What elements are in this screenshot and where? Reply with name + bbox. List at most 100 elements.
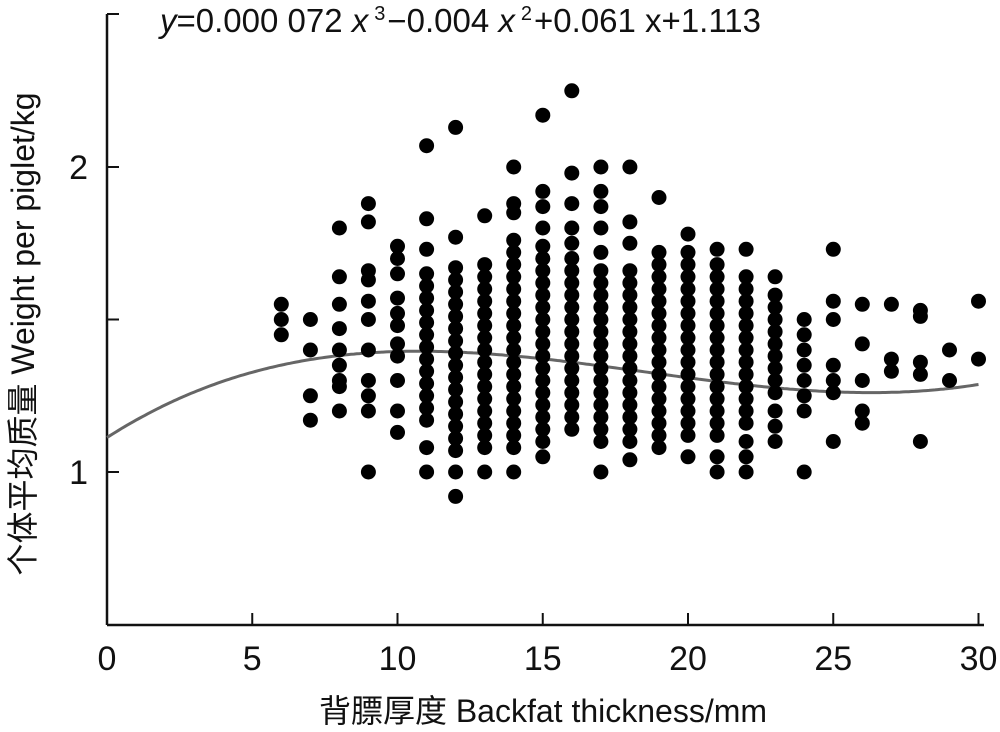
data-point xyxy=(767,373,783,388)
data-point xyxy=(535,238,551,254)
data-point xyxy=(622,299,638,315)
data-point xyxy=(680,415,696,431)
x-tick-label: 15 xyxy=(524,640,562,678)
equation-body: =0.000 072 xyxy=(177,2,352,39)
equation-x-squared: x xyxy=(496,2,516,39)
data-point xyxy=(680,379,696,395)
data-point xyxy=(331,296,347,312)
data-point xyxy=(477,305,493,321)
data-point xyxy=(390,318,405,334)
data-point xyxy=(535,397,551,413)
data-point xyxy=(448,464,464,480)
data-point xyxy=(477,330,493,346)
data-point xyxy=(535,199,551,215)
data-point xyxy=(709,342,725,358)
data-point xyxy=(767,324,783,340)
data-point xyxy=(448,345,464,361)
data-point xyxy=(331,220,347,236)
data-point xyxy=(738,379,754,395)
data-point xyxy=(506,293,522,309)
equation-tail: +0.061 x+1.113 xyxy=(534,2,761,39)
data-point xyxy=(622,360,638,376)
data-point xyxy=(680,342,696,358)
data-point xyxy=(535,373,551,388)
data-point xyxy=(651,190,667,205)
data-point xyxy=(854,415,870,431)
data-point xyxy=(738,269,754,285)
data-point xyxy=(390,348,405,364)
data-point xyxy=(680,226,696,242)
data-point xyxy=(535,107,551,123)
data-point xyxy=(709,293,725,309)
data-point xyxy=(854,403,870,419)
data-point xyxy=(709,415,725,431)
data-point xyxy=(506,281,522,297)
data-point xyxy=(767,348,783,364)
data-point xyxy=(709,330,725,346)
data-point xyxy=(419,327,435,343)
data-point xyxy=(825,373,841,388)
data-point xyxy=(738,464,754,480)
data-point xyxy=(506,403,522,419)
tick-labels: 0 5 10 15 20 25 30 1 2 xyxy=(69,149,997,678)
data-point xyxy=(477,415,493,431)
data-point xyxy=(477,269,493,285)
data-point xyxy=(419,138,435,154)
data-point xyxy=(651,257,667,273)
data-point xyxy=(651,403,667,419)
data-point xyxy=(738,434,754,449)
x-tick-label: 25 xyxy=(814,640,852,678)
data-point xyxy=(680,366,696,382)
data-point xyxy=(448,443,464,459)
data-point xyxy=(419,302,435,318)
data-point xyxy=(448,229,464,245)
data-point xyxy=(360,464,376,480)
data-point xyxy=(709,257,725,273)
data-point xyxy=(477,281,493,297)
data-point xyxy=(506,440,522,456)
data-point xyxy=(477,464,493,480)
data-point xyxy=(390,238,405,254)
data-point xyxy=(535,449,551,465)
data-point xyxy=(796,342,812,358)
data-point xyxy=(564,196,580,212)
data-point xyxy=(419,412,435,428)
data-point xyxy=(564,251,580,266)
data-point xyxy=(942,342,957,358)
data-point xyxy=(651,342,667,358)
data-point xyxy=(651,269,667,285)
data-point xyxy=(448,488,464,504)
data-point xyxy=(593,263,609,279)
data-point xyxy=(564,373,580,388)
data-point xyxy=(448,418,464,434)
data-point xyxy=(331,357,347,373)
data-point xyxy=(535,275,551,291)
data-point xyxy=(331,269,347,285)
data-point xyxy=(535,183,551,199)
data-point xyxy=(912,366,928,382)
data-point xyxy=(390,403,405,419)
data-point xyxy=(593,299,609,315)
data-point xyxy=(273,296,289,312)
data-point xyxy=(971,293,986,309)
data-point xyxy=(593,159,609,175)
data-point xyxy=(709,281,725,297)
data-point xyxy=(593,199,609,215)
data-point xyxy=(477,342,493,358)
data-point xyxy=(564,83,580,99)
data-point xyxy=(564,235,580,251)
data-point xyxy=(651,281,667,297)
data-point xyxy=(535,336,551,352)
data-point xyxy=(767,434,783,449)
data-point xyxy=(593,385,609,401)
data-point xyxy=(360,312,376,327)
data-point xyxy=(883,363,899,379)
data-point xyxy=(796,357,812,373)
data-point xyxy=(448,296,464,312)
x-tick-label: 0 xyxy=(98,640,117,678)
data-point xyxy=(680,391,696,407)
data-point xyxy=(448,394,464,410)
data-point xyxy=(680,257,696,273)
data-point xyxy=(680,293,696,309)
data-point xyxy=(651,427,667,443)
